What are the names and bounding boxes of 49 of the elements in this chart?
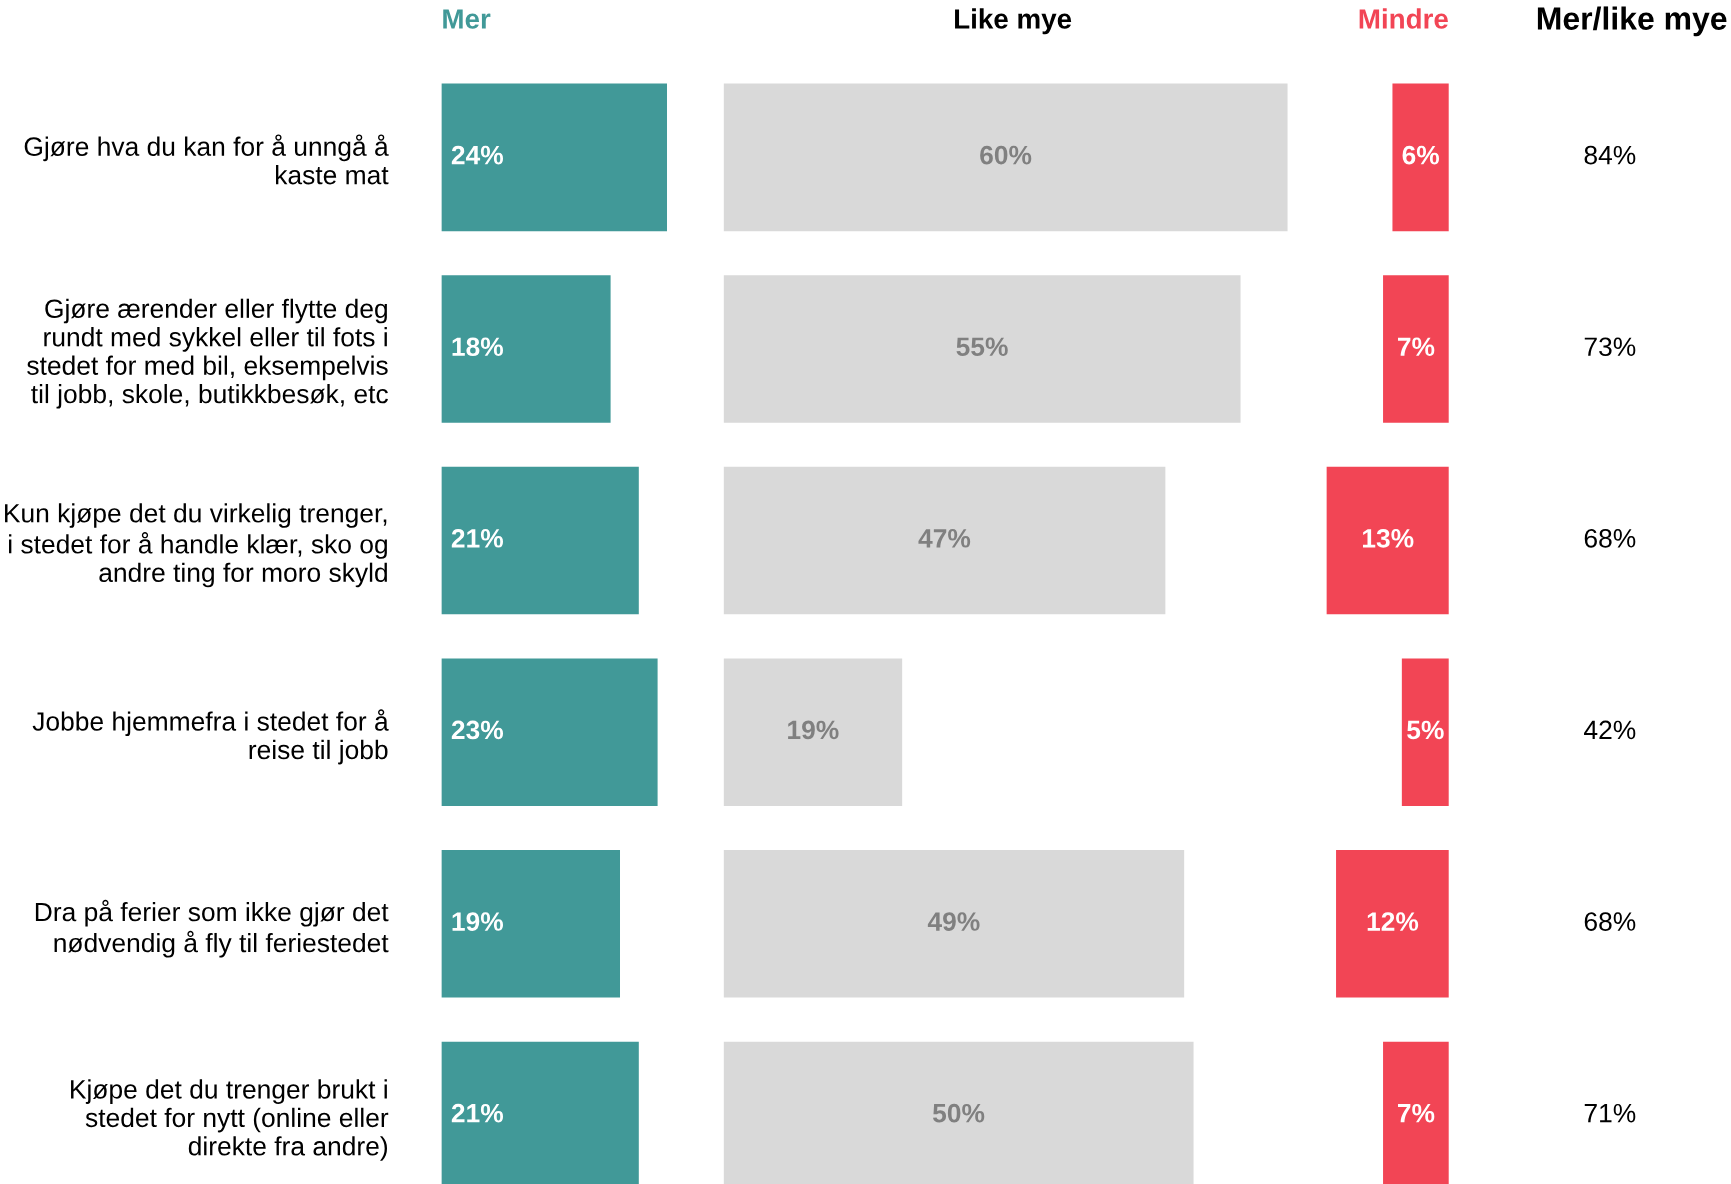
bar	[441, 275, 611, 423]
bar	[723, 275, 1241, 423]
data-label: 49%	[927, 912, 980, 931]
data-label: 5%	[1407, 720, 1444, 740]
y-tick-label: Kjøpe det du trenger brukt i stedet for nytt (online eller direkte fra andre)	[71, 1079, 389, 1161]
text: 42%	[1584, 720, 1636, 740]
data-label: 6%	[1402, 145, 1440, 165]
y-tick-label: Jobbe hjemmefra i stedet for å reise til jobb	[32, 709, 389, 765]
data-label: 47%	[918, 529, 971, 548]
y-tick-label: Gjøre ærender eller flytte deg rundt med sykkel eller til fots i stedet for med bil, eksempelvis til jobb, skole, butikkbesøk, etc	[27, 298, 388, 409]
data-label: 18%	[452, 337, 504, 357]
bar	[723, 83, 1288, 232]
data-label: 60%	[980, 145, 1032, 165]
text: 68%	[1584, 528, 1636, 548]
data-label: 23%	[451, 720, 504, 740]
data-label: 12%	[1367, 912, 1419, 931]
data-label: 21%	[451, 1103, 504, 1123]
text: 84%	[1584, 145, 1636, 165]
data-label: 55%	[956, 337, 1008, 357]
text: Mer/like mye	[1537, 6, 1727, 37]
y-tick-label: Dra på ferier som ikke gjør det nødvendig å fly til feriestedet	[35, 899, 389, 958]
data-label: 21%	[451, 528, 504, 548]
chart-title: Mindre	[1359, 8, 1448, 29]
data-label: 19%	[788, 720, 839, 740]
y-tick-label: Gjøre hva du kan for å unngå å kaste mat	[24, 134, 389, 185]
bar	[723, 850, 1185, 998]
data-label: 7%	[1398, 1103, 1435, 1123]
bar	[1326, 466, 1449, 615]
chart-title: Mer	[443, 9, 491, 29]
bar	[441, 850, 621, 998]
bar	[723, 466, 1166, 615]
chart-title: Like mye	[955, 8, 1072, 35]
y-tick-label: Kun kjøpe det du virkelig trenger, i stedet for å handle klær, sko og andre ting for moro skyld	[5, 503, 387, 588]
data-label: 19%	[452, 912, 504, 931]
data-label: 7%	[1398, 337, 1435, 357]
text: 73%	[1584, 337, 1636, 357]
data-label: 13%	[1363, 528, 1414, 548]
bar	[441, 83, 668, 232]
bar	[1383, 275, 1449, 423]
text: 71%	[1584, 1103, 1636, 1123]
data-label: 24%	[451, 145, 504, 165]
bar	[1336, 850, 1449, 998]
bar	[441, 466, 639, 615]
bar	[1392, 83, 1449, 232]
data-label: 50%	[932, 1103, 985, 1123]
bar	[723, 658, 903, 806]
bar	[1401, 658, 1449, 806]
bar	[441, 658, 658, 806]
text: 68%	[1584, 912, 1636, 931]
